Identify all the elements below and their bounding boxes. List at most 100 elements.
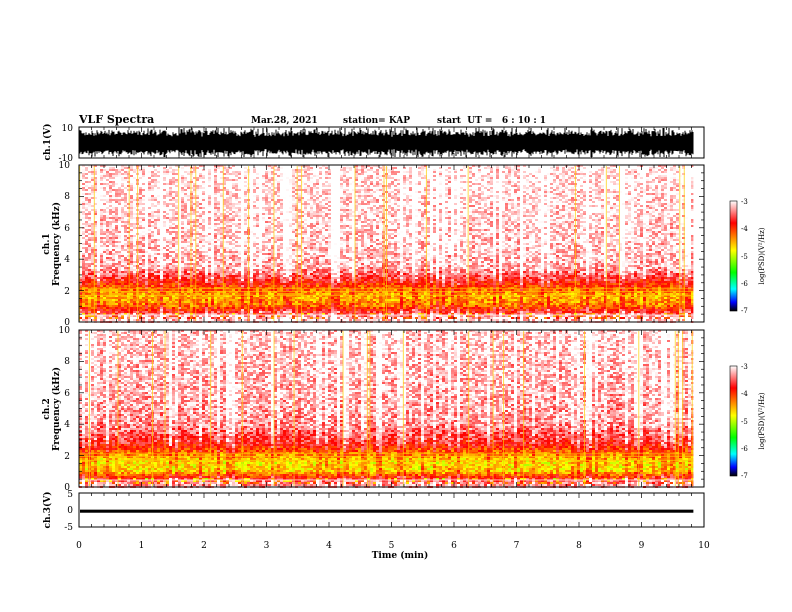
ch1-spectrogram-cell: [169, 291, 172, 293]
ch1-spectrogram-cell: [190, 193, 193, 195]
ch1-spectrogram-cell: [145, 221, 148, 223]
ch1-spectrogram-cell: [196, 295, 199, 297]
ch1-spectrogram-cell: [187, 223, 190, 225]
ch1-spectrogram-cell: [229, 309, 232, 311]
ch1-spectrogram-cell: [196, 255, 199, 257]
ch1-spectrogram-cell: [112, 181, 115, 183]
ch1-spectrogram-cell: [250, 269, 253, 271]
ch1-spectrogram-cell: [106, 213, 109, 215]
ch1-spectrogram-cell: [79, 205, 82, 207]
ch1-spectrogram-cell: [241, 235, 244, 237]
ch1-spectrogram-cell: [85, 265, 88, 267]
ch1-spectrogram-cell: [193, 233, 196, 235]
ch1-spectrogram-cell: [244, 215, 247, 217]
ch1-spectrogram-cell: [217, 223, 220, 225]
ch1-spectrogram-cell: [226, 215, 229, 217]
ch1-spectrogram-cell: [256, 319, 259, 321]
ch1-spectrogram-cell: [214, 219, 217, 221]
ch1-spectrogram-cell: [82, 213, 85, 215]
ch1-spectrogram-cell: [175, 193, 178, 195]
ch1-spectrogram-cell: [223, 281, 226, 283]
ch1-spectrogram-cell: [139, 259, 142, 261]
ch1-spectrogram-cell: [91, 243, 94, 245]
ch1-spectrogram-cell: [148, 169, 151, 171]
ch1-spectrogram-cell: [190, 265, 193, 267]
ch1-spectrogram-cell: [133, 251, 136, 253]
ch1-spectrogram-cell: [97, 317, 100, 319]
ch1-spectrogram-cell: [265, 175, 268, 177]
ch1-spectrogram-cell: [157, 165, 160, 167]
ch1-spectrogram-cell: [133, 197, 136, 199]
ch1-spectrogram-cell: [184, 261, 187, 263]
ch1-spectrogram-cell: [151, 179, 154, 181]
ch1-spectrogram-cell: [103, 259, 106, 261]
ch1-spectrogram-cell: [91, 245, 94, 247]
ch1-spectrogram-cell: [151, 175, 154, 177]
ch1-spectrogram-cell: [205, 207, 208, 209]
ch1-spectrogram-cell: [181, 203, 184, 205]
ch1-spectrogram-cell: [121, 235, 124, 237]
ch1-spectrogram-cell: [238, 193, 241, 195]
ch1-spectrogram-cell: [205, 243, 208, 245]
ch1-spectrogram-cell: [238, 219, 241, 221]
ch1-spectrogram-cell: [250, 177, 253, 179]
ch1-spectrogram-cell: [91, 285, 94, 287]
ch1-spectrogram-cell: [172, 303, 175, 305]
ch1-spectrogram-cell: [196, 247, 199, 249]
ch1-spectrogram-cell: [250, 247, 253, 249]
ch1-spectrogram-cell: [223, 279, 226, 281]
ch1-spectrogram-cell: [118, 197, 121, 199]
ch1-spectrogram-cell: [118, 189, 121, 191]
ch1-spectrogram-cell: [211, 235, 214, 237]
ch1-spectrogram-cell: [151, 207, 154, 209]
ch1-spectrogram-cell: [79, 277, 82, 279]
ch1-spectrogram-cell: [262, 257, 265, 259]
ch1-spectrogram-cell: [187, 277, 190, 279]
ch1-spectrogram-cell: [208, 207, 211, 209]
ch1-spectrogram-cell: [199, 295, 202, 297]
ch1-spectrogram-cell: [199, 205, 202, 207]
ch1-spectrogram-cell: [199, 213, 202, 215]
ch1-spectrogram-cell: [235, 191, 238, 193]
ch1-spectrogram-cell: [94, 203, 97, 205]
ch1-spectrogram-cell: [91, 171, 94, 173]
ch1-spectrogram-cell: [100, 173, 103, 175]
ch1-spectrogram-cell: [220, 305, 223, 307]
ch1-spectrogram-cell: [97, 165, 100, 167]
ch1-spectrogram-cell: [181, 173, 184, 175]
ch1-spectrogram-cell: [184, 241, 187, 243]
ch1-spectrogram-cell: [226, 301, 229, 303]
ch1-spectrogram-cell: [223, 283, 226, 285]
ch1-spectrogram-cell: [166, 255, 169, 257]
ch1-spectrogram-cell: [148, 227, 151, 229]
ch1-spectrogram-cell: [208, 297, 211, 299]
ch1-spectrogram-cell: [217, 273, 220, 275]
ch1-spectrogram-cell: [220, 281, 223, 283]
ch1-spectrogram-cell: [127, 209, 130, 211]
ch1-spectrogram-cell: [196, 233, 199, 235]
ch1-spectrogram-cell: [187, 271, 190, 273]
ch1-spectrogram-cell: [124, 279, 127, 281]
ch1-spectrogram-cell: [112, 275, 115, 277]
ch1-spectrogram-cell: [229, 285, 232, 287]
ch1-spectrogram-cell: [223, 197, 226, 199]
ch1-spectrogram-cell: [112, 231, 115, 233]
ch1-spectrogram-cell: [94, 271, 97, 273]
ch1-spectrogram-cell: [145, 277, 148, 279]
ch1-spectrogram-cell: [121, 279, 124, 281]
ch1-spectrogram-cell: [94, 313, 97, 315]
ch1-spectrogram-cell: [208, 253, 211, 255]
ch1-spectrogram-cell: [85, 169, 88, 171]
ch1-spectrogram-cell: [97, 225, 100, 227]
ch1-spectrogram-cell: [187, 205, 190, 207]
ch1-spectrogram-cell: [94, 233, 97, 235]
ch1-spectrogram-cell: [250, 199, 253, 201]
ch1-spectrogram-cell: [232, 205, 235, 207]
ch1-spectrogram-cell: [88, 165, 91, 167]
ch1-spectrogram-cell: [235, 293, 238, 295]
ch1-spectrogram-cell: [148, 207, 151, 209]
ch1-spectrogram-cell: [244, 221, 247, 223]
ch1-spectrogram-cell: [106, 187, 109, 189]
ch1-spectrogram-cell: [154, 193, 157, 195]
ch1-spectrogram-cell: [238, 189, 241, 191]
